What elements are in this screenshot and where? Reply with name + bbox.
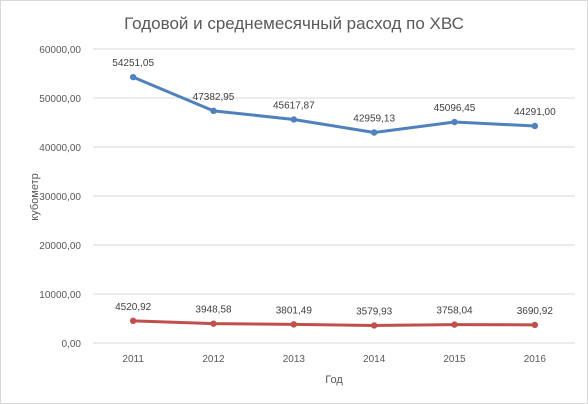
- series-2-point: [210, 320, 217, 327]
- y-tick-label: 60000,00: [39, 45, 81, 56]
- y-tick-label: 0,00: [62, 339, 82, 350]
- series-2-point: [370, 322, 378, 329]
- series-group: 54251,05 47382,95 45617,87 42959,13 45096,45…: [112, 58, 556, 329]
- series-1-point: [531, 122, 539, 130]
- series-1-line: [131, 75, 537, 135]
- series-2-point: [129, 317, 137, 325]
- series-1-point: [370, 129, 378, 136]
- y-tick-label: 20000,00: [39, 241, 81, 252]
- y-tick-label: 40000,00: [39, 143, 81, 154]
- x-tick-label: 2013: [283, 354, 306, 365]
- series-1-data-label: 45096,45: [434, 103, 476, 114]
- y-axis-title: кубометр: [29, 173, 41, 220]
- series-1-data-label: 44291,00: [514, 107, 556, 118]
- series-1-point: [210, 107, 217, 115]
- series-2-data-label: 3948,58: [195, 305, 232, 316]
- x-tick-label: 2012: [202, 354, 225, 365]
- x-axis-title: Год: [325, 374, 343, 386]
- gridlines: [93, 48, 575, 344]
- x-tick-label: 2015: [443, 354, 466, 365]
- series-2-data-label: 3690,92: [517, 306, 554, 317]
- y-tick-label: 50000,00: [39, 94, 81, 105]
- y-tick-label: 30000,00: [39, 192, 81, 203]
- series-2-data-label: 3801,49: [276, 305, 313, 316]
- x-tick-label: 2014: [363, 354, 386, 365]
- y-tick-label: 10000,00: [39, 290, 81, 301]
- series-2-point: [451, 321, 458, 328]
- series-2-line: [131, 319, 537, 327]
- series-1-data-label: 47382,95: [193, 92, 235, 103]
- x-axis-ticks: 2011 2012 2013 2014 2015 2016: [122, 354, 546, 365]
- series-1-point: [129, 73, 137, 81]
- series-2-data-label: 3758,04: [436, 306, 473, 317]
- x-tick-label: 2016: [524, 354, 547, 365]
- series-2-point: [531, 321, 539, 329]
- series-2-data-label: 4520,92: [115, 302, 152, 313]
- series-1-data-label: 45617,87: [273, 100, 315, 111]
- y-axis-ticks: 0,00 10000,00 20000,00 30000,00 40000,00 5000…: [39, 45, 81, 350]
- series-1-point: [451, 118, 458, 126]
- chart-title: Годовой и среднемесячный расход по ХВС: [124, 14, 464, 33]
- series-2-data-label: 3579,93: [356, 306, 393, 317]
- series-1-data-label: 42959,13: [353, 114, 395, 125]
- series-1-data-label: 54251,05: [112, 58, 154, 69]
- series-1-point: [290, 116, 298, 123]
- series-2-point: [290, 321, 298, 328]
- x-tick-label: 2011: [122, 354, 144, 365]
